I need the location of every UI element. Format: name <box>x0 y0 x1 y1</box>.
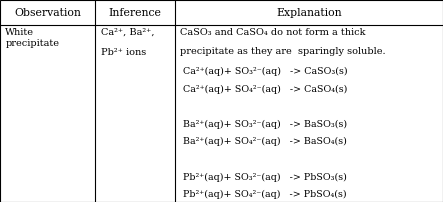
Text: Pb²⁺(aq)+ SO₄²⁻(aq)   -> PbSO₄(s): Pb²⁺(aq)+ SO₄²⁻(aq) -> PbSO₄(s) <box>180 190 347 199</box>
Text: Pb²⁺(aq)+ SO₃²⁻(aq)   -> PbSO₃(s): Pb²⁺(aq)+ SO₃²⁻(aq) -> PbSO₃(s) <box>180 173 347 182</box>
Text: Observation: Observation <box>14 8 81 18</box>
Text: Pb²⁺ ions: Pb²⁺ ions <box>101 48 146 57</box>
Text: CaSO₃ and CaSO₄ do not form a thick: CaSO₃ and CaSO₄ do not form a thick <box>180 28 366 37</box>
Text: Ca²⁺(aq)+ SO₄²⁻(aq)   -> CaSO₄(s): Ca²⁺(aq)+ SO₄²⁻(aq) -> CaSO₄(s) <box>180 85 348 94</box>
Text: Ba²⁺(aq)+ SO₄²⁻(aq)   -> BaSO₄(s): Ba²⁺(aq)+ SO₄²⁻(aq) -> BaSO₄(s) <box>180 137 347 146</box>
Text: White
precipitate: White precipitate <box>5 28 59 48</box>
Text: Ba²⁺(aq)+ SO₃²⁻(aq)   -> BaSO₃(s): Ba²⁺(aq)+ SO₃²⁻(aq) -> BaSO₃(s) <box>180 120 347 129</box>
Text: precipitate as they are  sparingly soluble.: precipitate as they are sparingly solubl… <box>180 47 386 56</box>
Text: Ca²⁺(aq)+ SO₃²⁻(aq)   -> CaSO₃(s): Ca²⁺(aq)+ SO₃²⁻(aq) -> CaSO₃(s) <box>180 67 348 76</box>
Text: Explanation: Explanation <box>276 8 342 18</box>
Text: Ca²⁺, Ba²⁺,: Ca²⁺, Ba²⁺, <box>101 28 154 37</box>
Text: Inference: Inference <box>109 8 162 18</box>
